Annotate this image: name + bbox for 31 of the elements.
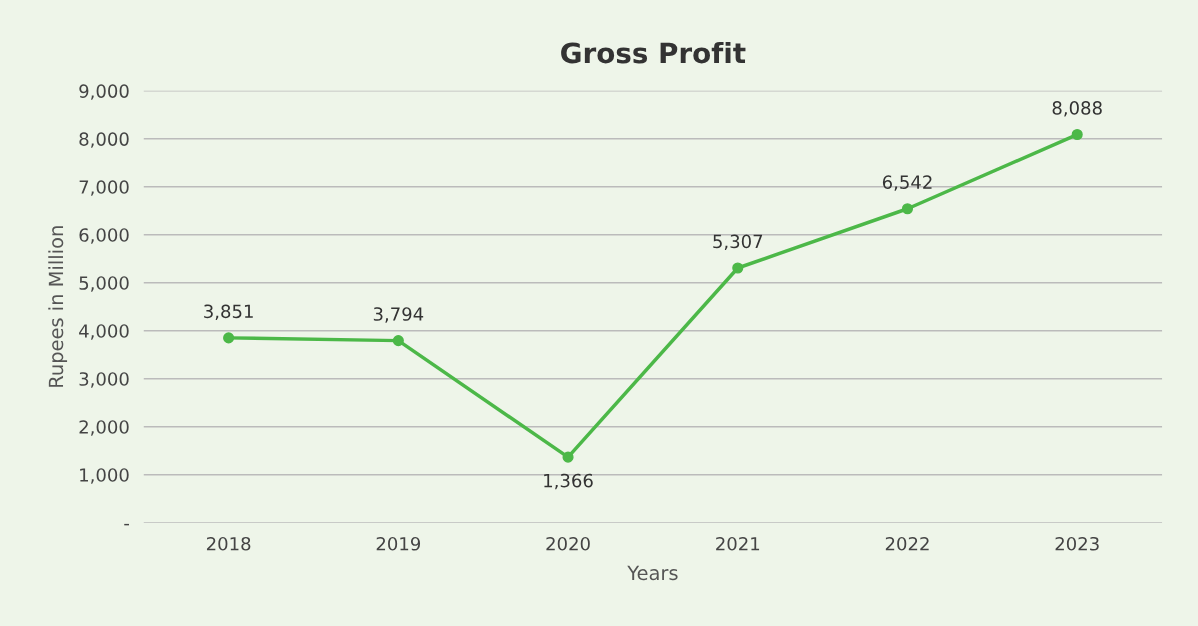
y-tick-label: 2,000 [79,420,129,436]
y-tick-label: 5,000 [79,276,129,292]
point [223,332,235,344]
y-axis-title: Rupees in Million [48,226,68,387]
point [901,203,914,215]
y-tick-label: 6,000 [79,228,129,244]
y-tick-label: 4,000 [79,324,129,340]
y-tick-label: 1,000 [80,468,129,484]
chart-title: Gross Profit [561,41,746,64]
data-label: 3,794 [373,307,424,323]
x-tick-label: 2023 [1055,536,1099,551]
point [1071,128,1083,141]
data-label: 5,307 [713,234,763,251]
y-tick-label: 3,000 [79,372,129,388]
x-tick-label: 2018 [206,536,251,551]
y-tick-label: 9,000 [79,84,129,100]
data-label: 3,851 [204,304,253,320]
data-label: 8,088 [1052,101,1102,117]
data-label: 6,542 [882,175,932,191]
x-tick-label: 2020 [546,536,590,551]
point [732,262,744,274]
x-tick-label: 2022 [885,536,929,551]
point [562,451,574,463]
x-tick-label: 2021 [716,536,760,551]
data-label: 1,366 [544,473,593,490]
y-tick-label: - [124,523,129,526]
y-tick-label: 8,000 [79,132,129,148]
y-tick-label: 7,000 [79,180,129,196]
x-axis-title: Years [627,565,678,581]
x-tick-label: 2019 [376,536,421,551]
point [392,335,404,347]
